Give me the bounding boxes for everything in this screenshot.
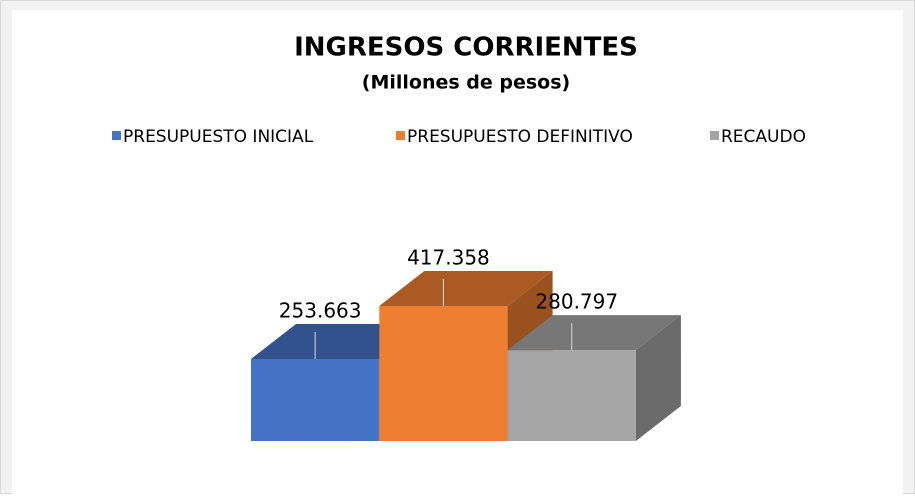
bar-top <box>379 271 553 306</box>
legend-label: RECAUDO <box>721 127 806 147</box>
legend-swatch <box>112 131 121 140</box>
bar-side <box>635 315 681 441</box>
bar <box>507 350 636 441</box>
bar <box>251 358 380 441</box>
data-label: 417.358 <box>407 246 490 270</box>
chart-title: INGRESOS CORRIENTES <box>294 33 638 63</box>
chart-subtitle: (Millones de pesos) <box>362 72 570 94</box>
bar <box>379 306 508 441</box>
data-label: 280.797 <box>535 290 618 314</box>
legend-label: PRESUPUESTO DEFINITIVO <box>407 127 633 147</box>
bar-top <box>507 315 681 351</box>
legend-label: PRESUPUESTO INICIAL <box>123 127 314 147</box>
data-label: 253.663 <box>279 298 362 322</box>
legend-swatch <box>710 131 719 140</box>
legend-swatch <box>396 131 405 140</box>
